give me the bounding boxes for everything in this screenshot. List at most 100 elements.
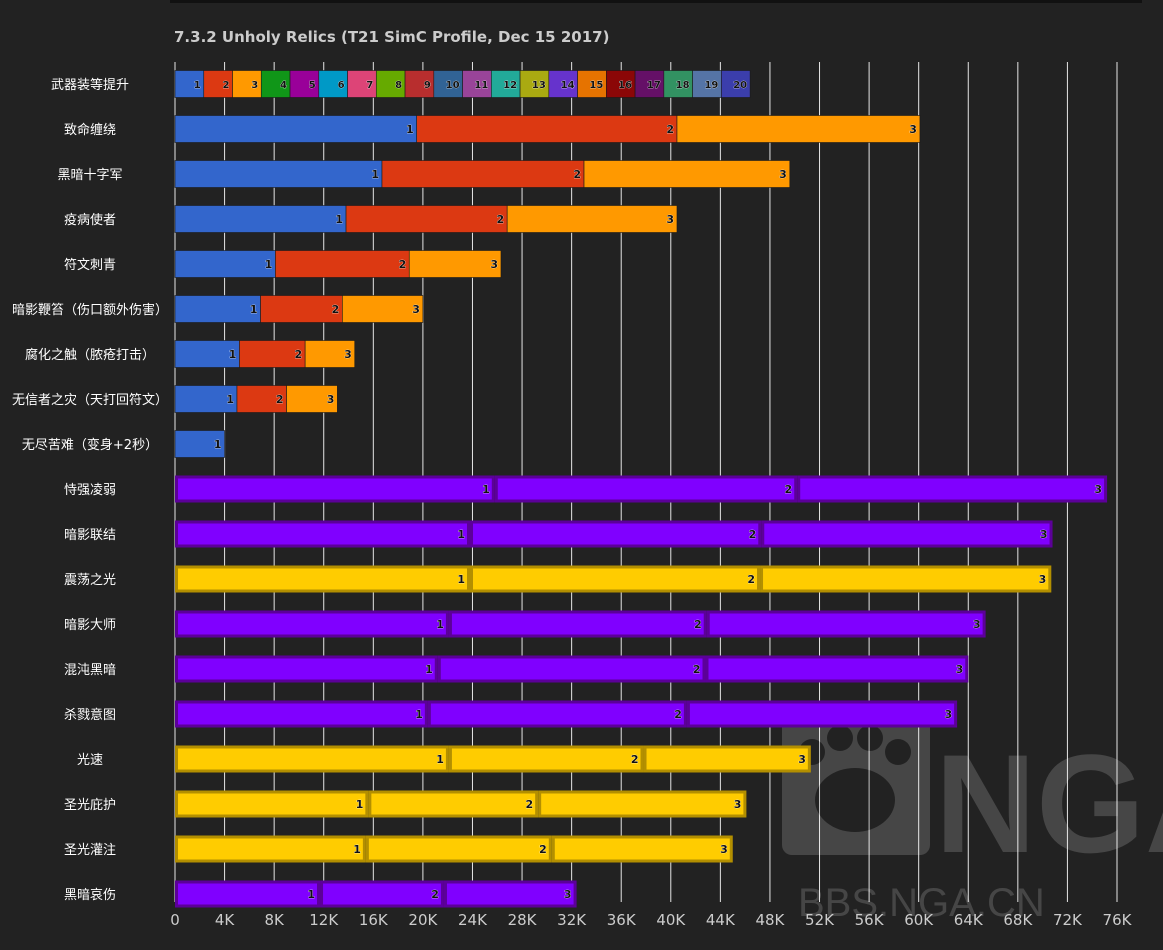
ilvl-bar-segment <box>404 70 435 98</box>
bar-segment <box>538 790 747 818</box>
bar-value-label: 1 <box>406 123 414 136</box>
category-label: 符文刺青 <box>64 257 116 273</box>
category-label: 暗影大师 <box>64 618 116 633</box>
bar-segment <box>175 655 438 683</box>
x-axis-ticks: 0 4K 8K 12K 16K 20K 24K 28K 32K 36K 40K 44K 48K 52K 56… <box>170 911 1132 929</box>
bar-segment <box>494 475 798 503</box>
bar-value-label: 2 <box>674 708 682 721</box>
top-edge-strip <box>170 0 1142 3</box>
watermark: NGA BBS.NGA.CN <box>782 715 1163 925</box>
bar-value-label: 3 <box>734 798 742 811</box>
ilvl-bar-segment <box>663 70 693 98</box>
category-label: 暗影鞭笞（伤口额外伤害） <box>12 302 168 318</box>
bar-value-label: 3 <box>956 663 964 676</box>
bar-value-label: 2 <box>276 393 284 406</box>
category-label: 疫病使者 <box>64 212 116 228</box>
bar-segment <box>174 160 383 188</box>
bar-value-label: 3 <box>720 843 728 856</box>
bar-value-label: 3 <box>666 213 674 226</box>
bar-value-label: 3 <box>779 168 787 181</box>
bar-value-label: 2 <box>539 843 547 856</box>
bar-segment <box>175 835 366 863</box>
x-tick-label: 28K <box>508 911 538 929</box>
bar-segment <box>175 565 470 593</box>
bar-value-label: 1 <box>457 528 465 541</box>
bar-value-label: 3 <box>798 753 806 766</box>
bar-value-label: 2 <box>785 483 793 496</box>
bar-segment <box>175 700 428 728</box>
bar-value-label: 7 <box>366 80 373 91</box>
bar-segment <box>706 610 986 638</box>
bar-segment <box>236 385 287 413</box>
bar-value-label: 3 <box>973 618 981 631</box>
bar-segment <box>304 340 356 368</box>
ilvl-bar-segment <box>548 70 578 98</box>
watermark-site-text: BBS.NGA.CN <box>798 881 1045 925</box>
bar-segment <box>469 565 761 593</box>
ilvl-bar-segment <box>174 70 205 98</box>
bar-value-label: 2 <box>332 303 340 316</box>
x-tick-label: 60K <box>904 911 934 929</box>
bar-segment <box>705 655 969 683</box>
bar-value-label: 1 <box>415 708 423 721</box>
bar-value-label: 3 <box>909 123 917 136</box>
bar-value-label: 2 <box>631 753 639 766</box>
x-tick-label: 4K <box>215 911 236 929</box>
bar-value-label: 1 <box>307 888 315 901</box>
x-tick-label: 56K <box>855 911 885 929</box>
category-label: 混沌黑暗 <box>64 663 116 678</box>
bar-segment <box>427 700 687 728</box>
bar-segment <box>345 205 508 233</box>
ilvl-bar-segment <box>491 70 521 98</box>
category-label: 致命缠绕 <box>64 122 116 138</box>
bar-segment <box>686 700 958 728</box>
category-label: 无尽苦难（变身+2秒） <box>22 437 158 453</box>
bar-value-label: 2 <box>223 80 230 91</box>
bar-segment <box>260 295 343 323</box>
bar-value-label: 16 <box>618 80 632 91</box>
ilvl-bar-segment <box>462 70 492 98</box>
bar-segment <box>175 610 449 638</box>
x-tick-label: 68K <box>1003 911 1033 929</box>
bar-value-label: 6 <box>338 80 345 91</box>
bar-segment <box>275 250 410 278</box>
ilvl-bar-segment <box>375 70 406 98</box>
bar-value-label: 18 <box>676 80 690 91</box>
x-tick-label: 72K <box>1053 911 1083 929</box>
bar-value-label: 3 <box>1094 483 1102 496</box>
category-label: 武器装等提升 <box>51 77 129 93</box>
bar-value-label: 5 <box>309 80 316 91</box>
category-label: 无信者之灾（天打回符文） <box>12 392 168 408</box>
bar-segment <box>381 160 585 188</box>
ilvl-bar-segment <box>318 70 348 98</box>
bar-value-label: 1 <box>425 663 433 676</box>
bar-segment <box>174 340 240 368</box>
bar-value-label: 19 <box>704 80 718 91</box>
bar-segment <box>469 520 762 548</box>
category-label: 黑暗十字军 <box>57 168 122 183</box>
bar-value-label: 1 <box>265 258 273 271</box>
bar-value-label: 1 <box>226 393 234 406</box>
bar-value-label: 10 <box>446 80 460 91</box>
bar-segment <box>448 610 707 638</box>
bar-segment <box>175 880 321 908</box>
bar-value-label: 12 <box>503 80 517 91</box>
bar-value-label: 3 <box>490 258 498 271</box>
bar-value-label: 1 <box>335 213 343 226</box>
x-tick-label: 64K <box>954 911 984 929</box>
bar-value-label: 15 <box>589 80 603 91</box>
bar-value-label: 3 <box>412 303 420 316</box>
bar-value-label: 2 <box>431 888 439 901</box>
bar-value-label: 3 <box>564 888 572 901</box>
bar-value-label: 1 <box>229 348 237 361</box>
x-tick-label: 20K <box>408 911 438 929</box>
bar-value-label: 9 <box>424 80 431 91</box>
paw-logo-icon <box>782 715 930 855</box>
bar-value-label: 1 <box>371 168 379 181</box>
ilvl-bar-segment <box>232 70 262 98</box>
bar-segment <box>174 115 417 143</box>
bar-segment <box>368 790 539 818</box>
x-tick-label: 48K <box>755 911 785 929</box>
bar-value-label: 2 <box>693 663 701 676</box>
